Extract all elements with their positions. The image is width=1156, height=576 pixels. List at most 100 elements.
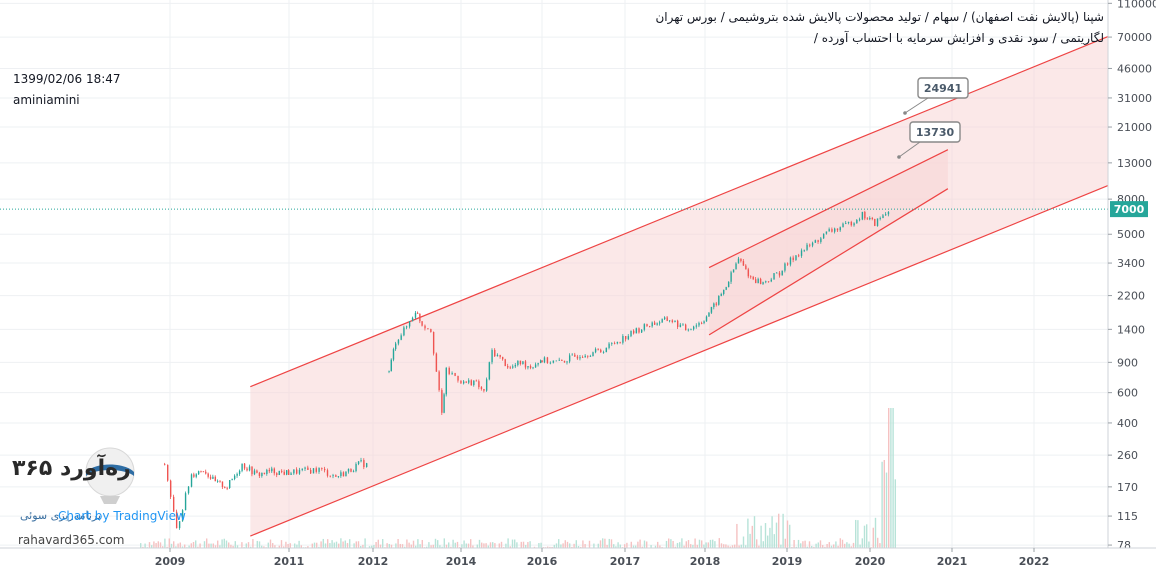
candle-body (244, 464, 245, 469)
volume-bar (382, 539, 383, 548)
candle-body (859, 219, 860, 220)
candle-body (779, 273, 780, 276)
volume-bar (589, 541, 590, 548)
volume-bar (173, 541, 174, 548)
candle-body (391, 360, 392, 371)
candle-body (355, 464, 356, 471)
volume-bar (703, 545, 704, 548)
volume-bar (347, 543, 348, 548)
volume-bar (840, 538, 841, 548)
volume-bar (776, 523, 777, 548)
candle-body (321, 468, 322, 469)
volume-bar (778, 514, 779, 548)
volume-bar (316, 543, 317, 548)
volume-bar (679, 542, 680, 548)
candle-body (290, 473, 291, 475)
candle-body (393, 349, 394, 359)
volume-bar (521, 542, 522, 548)
volume-bar (246, 543, 247, 548)
candle-body (869, 218, 870, 219)
candle-body (587, 356, 588, 357)
candle-body (366, 463, 367, 467)
chart-title-line2: لگاریتمی / سود نقدی و افزایش سرمایه با ا… (814, 31, 1104, 45)
volume-bar (855, 520, 856, 548)
candle-body (672, 320, 673, 322)
candle-body (701, 323, 702, 324)
candle-body (622, 336, 623, 343)
price-tick-label: 1400 (1117, 323, 1145, 336)
candle-body (845, 223, 846, 224)
volume-bar (802, 541, 803, 548)
time-tick-label: 2022 (1019, 555, 1050, 568)
candle-body (330, 476, 331, 477)
volume-bar (789, 525, 790, 548)
candle-body (817, 240, 818, 242)
volume-bar (809, 541, 810, 548)
candle-body (723, 290, 724, 294)
volume-bar (314, 543, 315, 548)
volume-bar (336, 542, 337, 548)
volume-bar (413, 541, 414, 548)
candle-body (483, 389, 484, 391)
volume-bar (743, 537, 744, 548)
volume-bar (177, 544, 178, 548)
candle-body (451, 373, 452, 374)
candle-body (522, 361, 523, 364)
candle-body (753, 277, 754, 279)
volume-bar (389, 544, 390, 548)
volume-bar (879, 543, 880, 548)
candle-body (706, 317, 707, 322)
volume-bar (705, 542, 706, 548)
candle-body (809, 245, 810, 246)
candle-body (848, 222, 849, 223)
candle-body (654, 323, 655, 325)
target-label: 13730 (916, 126, 955, 139)
candle-body (343, 472, 344, 476)
volume-bar (712, 540, 713, 548)
volume-bar (281, 540, 282, 548)
candle-body (564, 361, 565, 363)
volume-bar (342, 541, 343, 548)
volume-bar (312, 544, 313, 548)
volume-bar (338, 544, 339, 548)
candle-body (481, 387, 482, 389)
candle-body (427, 328, 428, 329)
volume-bar (688, 540, 689, 548)
candle-body (443, 394, 444, 412)
candle-body (638, 328, 639, 332)
candle-body (617, 342, 618, 343)
candle-body (460, 381, 461, 384)
price-tick-label: 600 (1117, 387, 1138, 400)
volume-bar (560, 544, 561, 548)
volume-bar (765, 523, 766, 548)
volume-bar (769, 528, 770, 548)
candle-body (436, 354, 437, 372)
candle-body (512, 366, 513, 367)
volume-bar (481, 543, 482, 548)
candle-body (652, 323, 653, 327)
candle-body (826, 231, 827, 233)
chart-author: aminiamini (13, 93, 80, 107)
volume-bar (468, 544, 469, 548)
volume-bar (600, 540, 601, 548)
volume-bar (320, 541, 321, 548)
candle-body (837, 229, 838, 231)
candle-body (598, 349, 599, 350)
candle-body (340, 472, 341, 476)
volume-bar (466, 544, 467, 548)
volume-bar (448, 542, 449, 548)
volume-bar (818, 542, 819, 548)
candle-body (256, 471, 257, 473)
volume-bar (833, 544, 834, 548)
candle-body (556, 361, 557, 362)
candle-body (395, 344, 396, 350)
volume-bar (204, 541, 205, 548)
candle-body (630, 331, 631, 336)
volume-bar (213, 543, 214, 548)
candle-body (662, 319, 663, 322)
volume-bar (668, 539, 669, 548)
candle-body (680, 325, 681, 327)
candle-body (246, 469, 247, 471)
volume-bar (602, 538, 603, 548)
candle-body (745, 266, 746, 270)
